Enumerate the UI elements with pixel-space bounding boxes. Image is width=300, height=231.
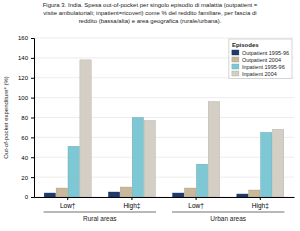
annotations: Rural areas Urban areas xyxy=(44,212,285,222)
legend-title: Episodes xyxy=(232,42,259,48)
bars xyxy=(44,60,284,197)
series xyxy=(68,118,272,198)
tick-mark xyxy=(31,38,34,39)
title-line: visite ambulatoriali; inpatient=ricoveri… xyxy=(43,10,256,16)
title-line: reddito (bassa/alta) e area geografica (… xyxy=(79,18,222,24)
axis-line xyxy=(31,39,35,198)
tick-mark xyxy=(67,197,68,200)
x-axis: Low† High‡ Low† High‡ xyxy=(35,197,295,210)
bar xyxy=(173,193,184,197)
tick: 100 xyxy=(18,95,34,101)
bracket xyxy=(172,212,284,213)
tick: 0 xyxy=(25,194,34,200)
tick-mark xyxy=(131,197,132,200)
tick: 60 xyxy=(21,135,34,141)
bar xyxy=(196,164,207,197)
tick-label: 40 xyxy=(21,155,28,161)
title-line: Figura 3. India. Spesa out-of-pocket per… xyxy=(43,2,258,8)
tick: Low† xyxy=(188,197,204,209)
tick-label: 80 xyxy=(21,115,28,121)
tick: 80 xyxy=(21,115,34,121)
y-axis: 0 20 40 60 80 100 120 140 160 xyxy=(18,35,35,200)
tick: 20 xyxy=(21,175,34,181)
bar xyxy=(132,118,143,198)
bar xyxy=(249,190,260,197)
tick-mark xyxy=(31,78,34,79)
tick-label: 160 xyxy=(18,35,29,41)
tick-label: High‡ xyxy=(252,202,269,210)
legend-label: Inpatient 2004 xyxy=(242,71,277,77)
tick-label: 60 xyxy=(21,135,28,141)
tick-label: Low† xyxy=(188,202,204,209)
bar xyxy=(272,129,283,197)
tick-label: High‡ xyxy=(123,202,140,210)
tick-label: 120 xyxy=(18,75,29,81)
legend-swatch xyxy=(232,50,239,55)
bar xyxy=(185,188,196,197)
tick-mark xyxy=(31,197,34,198)
chart: Figura 3. India. Spesa out-of-pocket per… xyxy=(0,0,300,231)
bar xyxy=(208,102,219,197)
y-axis-title: Out-of-pocket expenditure* (%) xyxy=(3,76,9,159)
bar xyxy=(68,146,79,197)
tick-label: 100 xyxy=(18,95,29,101)
tick: 140 xyxy=(18,55,34,61)
bar xyxy=(56,188,67,197)
plot: 0 20 40 60 80 100 120 140 160 Low† High‡ Low† High‡ R… xyxy=(18,35,295,222)
legend-label: Outpatient 1995-96 xyxy=(242,50,289,56)
tick-mark xyxy=(31,58,34,59)
legend: Episodes Outpatient 1995-96Outpatient 200… xyxy=(229,39,292,79)
tick-mark xyxy=(31,98,34,99)
legend-swatch xyxy=(232,71,239,76)
annotation: Urban areas xyxy=(210,215,247,222)
tick-mark xyxy=(196,197,197,200)
bar xyxy=(261,132,272,197)
bar xyxy=(80,60,91,197)
grid-line xyxy=(34,97,294,98)
legend-frame xyxy=(229,39,292,79)
axis-line xyxy=(35,197,295,198)
grid xyxy=(34,38,294,197)
tick: 160 xyxy=(18,35,34,41)
tick-mark xyxy=(31,157,34,158)
tick: Low† xyxy=(60,197,76,209)
bar xyxy=(44,193,55,197)
tick: 40 xyxy=(21,155,34,161)
tick-label: 20 xyxy=(21,175,28,181)
tick: High‡ xyxy=(123,197,140,210)
legend-label: Inpatient 1995-96 xyxy=(242,64,285,70)
tick-label: Low† xyxy=(60,202,76,209)
bar xyxy=(144,120,155,197)
annotation: Rural areas xyxy=(83,215,117,222)
bar xyxy=(237,194,248,197)
legend-label: Outpatient 2004 xyxy=(242,57,281,63)
tick-label: 140 xyxy=(18,55,29,61)
title: Figura 3. India. Spesa out-of-pocket per… xyxy=(43,2,258,24)
tick-mark xyxy=(31,118,34,119)
tick-mark xyxy=(31,177,34,178)
grid-line xyxy=(34,38,294,39)
tick: High‡ xyxy=(252,197,269,210)
bracket xyxy=(44,212,156,213)
tick-mark xyxy=(31,137,34,138)
tick: 120 xyxy=(18,75,34,81)
series xyxy=(80,60,284,197)
legend-swatch xyxy=(232,57,239,62)
bar xyxy=(120,187,131,197)
bar xyxy=(108,192,119,197)
grid-line xyxy=(34,117,294,118)
tick-mark xyxy=(260,197,261,200)
tick-label: 0 xyxy=(25,194,29,200)
grid-line xyxy=(34,137,294,138)
legend-swatch xyxy=(232,64,239,69)
